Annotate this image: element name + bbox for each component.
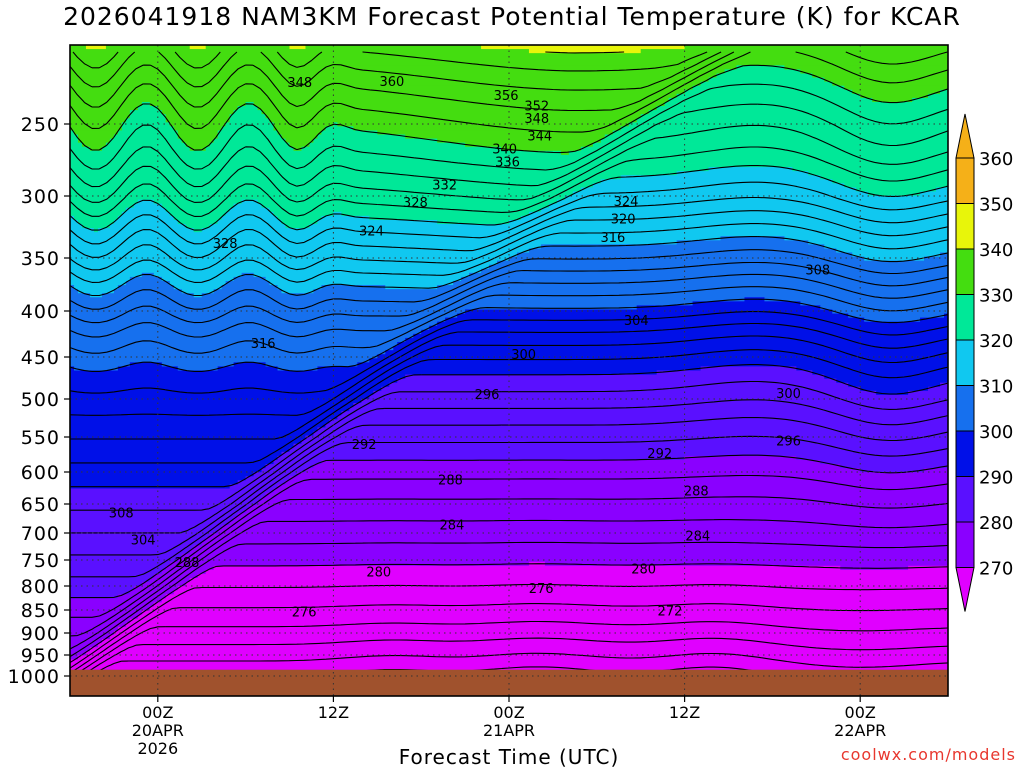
x-tick-label: 00Z: [845, 703, 876, 722]
contour-label: 356: [494, 89, 519, 104]
site-credit[interactable]: coolwx.com/models: [840, 745, 1016, 764]
contour-label: 276: [292, 605, 317, 620]
contour-label: 308: [109, 507, 134, 522]
contour-label: 284: [440, 518, 465, 533]
contour-label: 332: [432, 178, 457, 193]
contour-label: 288: [175, 556, 200, 571]
y-tick-label: 950: [21, 645, 60, 667]
colorbar-band: [955, 203, 975, 250]
x-tick-label: 00Z: [142, 703, 173, 722]
colorbar-band: [955, 157, 975, 204]
y-tick-label: 750: [21, 550, 60, 572]
contour-label: 300: [511, 348, 536, 363]
contour-label: 300: [776, 387, 801, 402]
contour-label: 316: [251, 337, 276, 352]
contour-field: 348 3603563523483443403363323283243283243…: [70, 45, 948, 696]
y-tick-label: 500: [21, 389, 60, 411]
y-tick-label: 800: [21, 576, 60, 598]
contour-label: 344: [527, 130, 552, 145]
colorbar-band: [955, 476, 975, 523]
colorbar-min-triangle: [955, 567, 975, 612]
contour-label: 288: [684, 485, 709, 500]
x-tick-label: 12Z: [669, 703, 700, 722]
contour-label: 320: [611, 212, 636, 227]
y-tick-label: 850: [21, 600, 60, 622]
x-tick-label: 22APR: [834, 721, 886, 740]
y-tick-label: 450: [21, 347, 60, 369]
y-tick-label: 600: [21, 462, 60, 484]
contour-label: 296: [475, 388, 500, 403]
colorbar-label: 270: [979, 559, 1013, 580]
y-tick-label: 700: [21, 523, 60, 545]
contour-label: 340: [492, 142, 517, 157]
colorbar-label: 300: [979, 422, 1013, 443]
contour-label: 280: [631, 562, 656, 577]
colorbar-label: 320: [979, 331, 1013, 352]
y-tick-label: 900: [21, 623, 60, 645]
x-axis-label: Forecast Time (UTC): [399, 745, 620, 768]
x-tick-label: 20APR: [132, 721, 184, 740]
y-tick-label: 250: [21, 114, 60, 136]
contour-label: 316: [600, 231, 625, 246]
colorbar-label: 330: [979, 286, 1013, 307]
contour-label: 328: [403, 196, 428, 211]
colorbar-label: 340: [979, 240, 1013, 261]
x-tick-label: 21APR: [483, 721, 535, 740]
contour-label: 276: [529, 582, 554, 597]
contour-label: 292: [647, 447, 672, 462]
colorbar-band: [955, 385, 975, 432]
y-tick-label: 1000: [8, 666, 60, 688]
contour-label: 348: [524, 112, 549, 127]
contour-label: 284: [685, 530, 710, 545]
colorbar-label: 290: [979, 468, 1013, 489]
colorbar-max-triangle: [955, 113, 975, 159]
contour-label: 352: [524, 99, 549, 114]
colorbar-label: 360: [979, 149, 1013, 170]
contour-label: 272: [658, 604, 683, 619]
colorbar-band: [955, 294, 975, 341]
y-tick-label: 350: [21, 248, 60, 270]
chart-title: 2026041918 NAM3KM Forecast Potential Tem…: [63, 2, 961, 31]
colorbar-band: [955, 339, 975, 386]
x-tick-label: 12Z: [318, 703, 349, 722]
contour-label: 280: [366, 565, 391, 580]
x-tick-label: 2026: [137, 739, 178, 758]
contour-label: 288: [438, 474, 463, 489]
colorbar-band: [955, 521, 975, 568]
contour-label: 292: [352, 438, 377, 453]
contour-label: 324: [359, 225, 384, 240]
contour-label: 360: [380, 75, 405, 90]
colorbar-label: 310: [979, 377, 1013, 398]
y-tick-label: 300: [21, 186, 60, 208]
contour-label: 348: [287, 76, 312, 91]
colorbar-label: 280: [979, 513, 1013, 534]
colorbar-band: [955, 430, 975, 477]
y-tick-label: 400: [21, 301, 60, 323]
terrain-below-surface: [70, 669, 948, 696]
contour-label: 328: [213, 237, 238, 252]
x-tick-label: 00Z: [493, 703, 524, 722]
contour-label: 308: [805, 264, 830, 279]
contour-label: 296: [776, 435, 801, 450]
contour-label: 304: [131, 533, 156, 548]
contour-label: 336: [495, 155, 520, 170]
colorbar-label: 350: [979, 195, 1013, 216]
contour-label: 324: [614, 195, 639, 210]
colorbar-band: [955, 248, 975, 295]
contour-label: 304: [624, 314, 649, 329]
y-tick-label: 550: [21, 427, 60, 449]
y-tick-label: 650: [21, 494, 60, 516]
